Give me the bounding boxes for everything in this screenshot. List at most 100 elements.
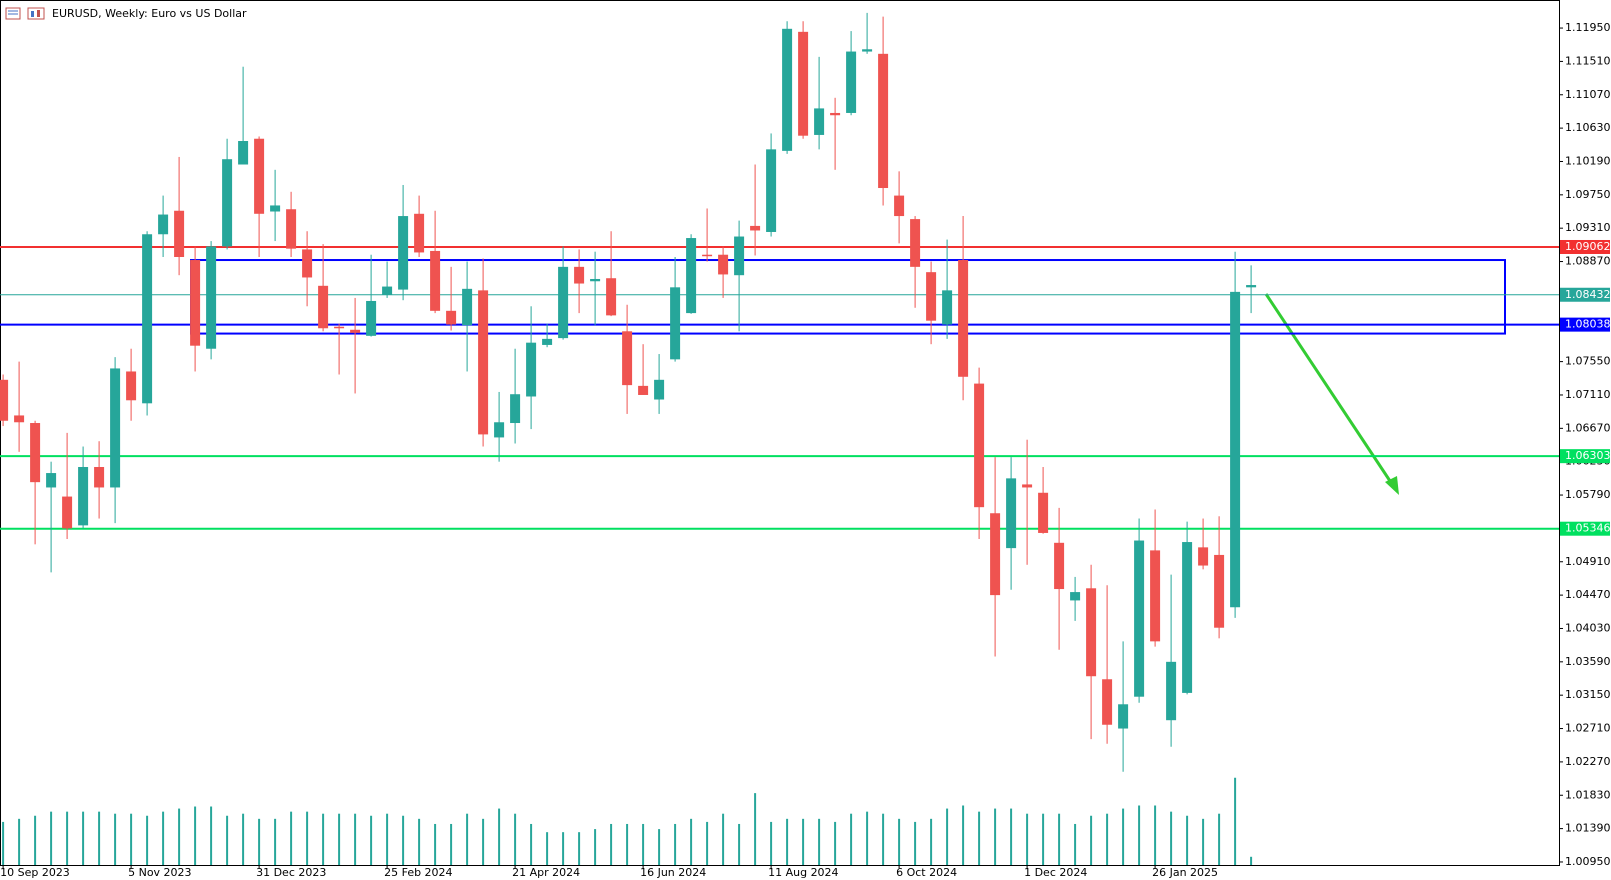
candle-body [670,287,681,360]
y-tick-label: 1.09750 [1565,188,1611,201]
candle-body [1118,704,1129,729]
y-tick-label: 1.11950 [1565,21,1611,34]
candle-body [494,422,505,438]
candle-body [302,249,313,278]
candle-body [62,496,73,529]
candle-body [206,246,217,349]
y-tick-label: 1.02710 [1565,722,1611,735]
candle-body [974,383,985,508]
candle-body [1214,554,1225,628]
candle-body [638,385,649,395]
candle-body [270,205,281,212]
candle-body [110,368,121,488]
candle-body [846,51,857,113]
x-tick-label: 5 Nov 2023 [128,866,191,879]
candle-body [0,379,9,421]
level-label-bg [1560,287,1610,302]
candle-body [734,236,745,276]
y-tick-label: 1.07110 [1565,388,1611,401]
candle-body [1198,547,1209,566]
plot-frame [0,0,1560,866]
x-tick-label: 6 Oct 2024 [896,866,957,879]
candle-body [862,49,873,52]
candle-body [766,149,777,232]
candle-body [126,371,137,401]
y-tick-label: 1.10630 [1565,121,1611,134]
candle-body [782,28,793,151]
candle-body [750,225,761,231]
level-label: 1.06303 [1565,449,1611,462]
candle-body [1038,492,1049,533]
candle-body [94,466,105,488]
candle-body [510,394,521,424]
candle-body [254,138,265,214]
y-tick-label: 1.02270 [1565,755,1611,768]
level-label: 1.08038 [1565,318,1611,331]
candle-body [158,214,169,235]
level-label-bg [1560,449,1610,464]
candle-body [558,266,569,339]
candle-body [878,53,889,189]
candle-body [1054,542,1065,590]
candle-body [1150,550,1161,642]
candle-body [926,272,937,321]
y-tick-label: 1.03150 [1565,688,1611,701]
y-tick-label: 1.05790 [1565,488,1611,501]
y-tick-label: 1.10190 [1565,154,1611,167]
level-label: 1.05346 [1565,522,1611,535]
x-tick-label: 11 Aug 2024 [768,866,838,879]
candle-body [174,210,185,257]
candle-body [894,195,905,217]
candle-body [334,326,345,329]
arrow-head [1385,476,1399,495]
chart-title: EURUSD, Weekly: Euro vs US Dollar [52,7,247,20]
candle-body [830,112,841,116]
level-label-bg [1560,521,1610,536]
candle-body [798,31,809,136]
y-tick-label: 1.03590 [1565,655,1611,668]
candle-body [814,108,825,135]
candle-body [366,300,377,336]
candle-body [190,260,201,346]
x-tick-label: 10 Sep 2023 [0,866,70,879]
level-label: 1.09062 [1565,240,1611,253]
y-tick-label: 1.06670 [1565,421,1611,434]
candle-body [574,266,585,284]
y-tick-label: 1.07550 [1565,355,1611,368]
candle-body [1006,478,1017,549]
candle-body [446,310,457,325]
level-label: 1.08432 [1565,288,1611,301]
x-tick-label: 16 Jun 2024 [640,866,706,879]
candle-body [382,286,393,295]
candle-body [542,338,553,345]
y-tick-label: 1.00950 [1565,855,1611,868]
candle-body [414,213,425,253]
candle-body [30,423,41,483]
candle-body [1086,588,1097,677]
y-tick-label: 1.08870 [1565,255,1611,268]
candle-body [1182,542,1193,693]
candle-body [1246,285,1257,288]
toolbar-icons [5,7,45,20]
arrow-line [1264,293,1396,488]
icon [37,10,40,17]
candle-body [702,254,713,257]
candle-body [526,342,537,397]
candle-body [942,290,953,325]
candle-body [606,278,617,316]
level-label-bg [1560,317,1610,332]
candle-body [318,285,329,329]
candle-body [654,379,665,400]
zone-box [190,259,1506,335]
y-tick-label: 1.04470 [1565,588,1611,601]
candle-body [142,234,153,404]
x-tick-label: 25 Feb 2024 [384,866,452,879]
candle-body [286,209,297,249]
candle-body [718,254,729,275]
icon [31,11,34,17]
candle-body [990,513,1001,596]
candle-body [238,141,249,165]
x-tick-label: 26 Jan 2025 [1152,866,1218,879]
y-tick-label: 1.04910 [1565,555,1611,568]
